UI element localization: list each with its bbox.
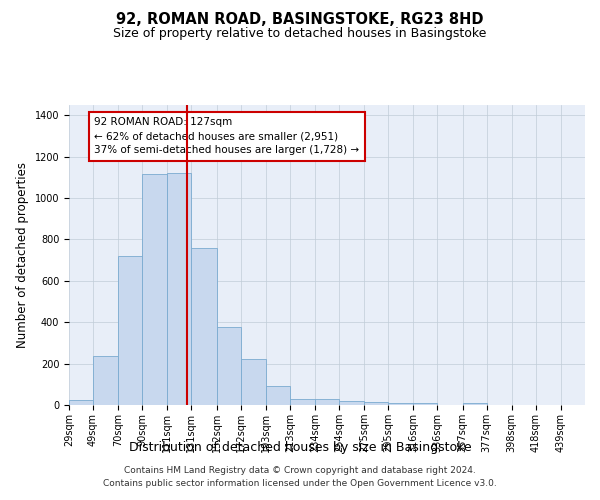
Text: Contains HM Land Registry data © Crown copyright and database right 2024.
Contai: Contains HM Land Registry data © Crown c… (103, 466, 497, 487)
Bar (93, 356, 118, 405)
Bar (290, 399, 315, 405)
Bar (364, 402, 388, 405)
Bar (266, 386, 290, 405)
Bar (69, 400, 93, 405)
Bar (413, 404, 437, 405)
Bar (167, 174, 191, 405)
Text: 92, ROMAN ROAD, BASINGSTOKE, RG23 8HD: 92, ROMAN ROAD, BASINGSTOKE, RG23 8HD (116, 12, 484, 28)
Bar (191, 248, 217, 405)
Y-axis label: Number of detached properties: Number of detached properties (16, 162, 29, 348)
Bar (142, 174, 167, 405)
Text: Distribution of detached houses by size in Basingstoke: Distribution of detached houses by size … (128, 441, 472, 454)
Text: Size of property relative to detached houses in Basingstoke: Size of property relative to detached ho… (113, 28, 487, 40)
Bar (118, 256, 142, 405)
Bar (315, 399, 339, 405)
Text: 92 ROMAN ROAD: 127sqm
← 62% of detached houses are smaller (2,951)
37% of semi-d: 92 ROMAN ROAD: 127sqm ← 62% of detached … (94, 118, 359, 156)
Bar (463, 403, 487, 405)
Bar (388, 402, 413, 405)
Bar (241, 360, 266, 405)
Bar (339, 402, 364, 405)
Bar (217, 328, 241, 405)
